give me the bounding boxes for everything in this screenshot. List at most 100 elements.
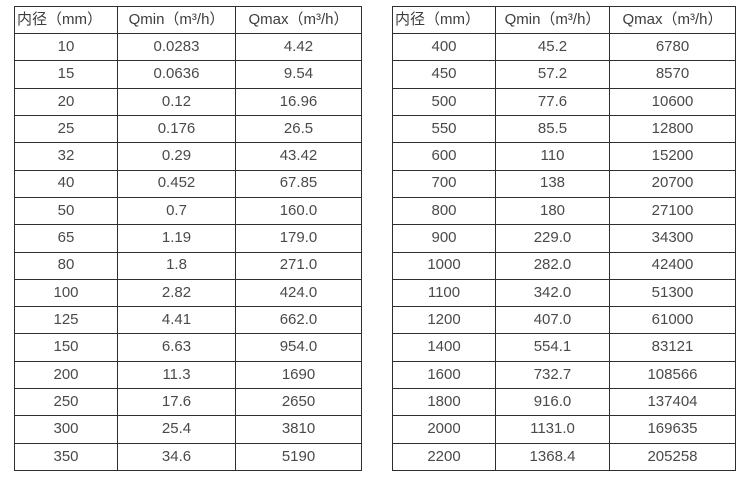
table-cell: 43.42 xyxy=(235,142,362,171)
table-row: 1000 282.0 42400 xyxy=(392,251,736,280)
table-cell: 2650 xyxy=(235,388,362,417)
table-cell: 800 xyxy=(392,196,496,226)
table-row: 600 110 15200 xyxy=(392,142,736,171)
table-cell: 110 xyxy=(495,142,610,171)
table-cell: 4.42 xyxy=(235,32,362,62)
table-cell: 1131.0 xyxy=(495,415,610,444)
column-header: Qmax（m³/h） xyxy=(235,6,362,34)
table-cell: 16.96 xyxy=(235,87,362,116)
table-cell: 12800 xyxy=(609,114,736,144)
table-cell: 200 xyxy=(14,360,118,390)
table-cell: 1368.4 xyxy=(495,442,610,472)
table-cell: 550 xyxy=(392,114,496,144)
table-cell: 0.0283 xyxy=(117,32,236,62)
table-row: 200 11.3 1690 xyxy=(14,360,362,390)
table-row: 2200 1368.4 205258 xyxy=(392,442,736,472)
table-row: 150 6.63 954.0 xyxy=(14,333,362,362)
table-row: 1400 554.1 83121 xyxy=(392,333,736,362)
table-cell: 662.0 xyxy=(235,306,362,335)
table-cell: 407.0 xyxy=(495,306,610,335)
table-cell: 20700 xyxy=(609,169,736,198)
table-cell: 300 xyxy=(14,415,118,444)
table-cell: 0.29 xyxy=(117,142,236,171)
table-cell: 0.0636 xyxy=(117,60,236,89)
table-cell: 424.0 xyxy=(235,278,362,308)
table-header-row: 内径（mm） Qmin（m³/h） Qmax（m³/h） xyxy=(392,6,736,34)
table-cell: 3810 xyxy=(235,415,362,444)
table-cell: 732.7 xyxy=(495,360,610,390)
table-row: 800 180 27100 xyxy=(392,196,736,226)
table-row: 2000 1131.0 169635 xyxy=(392,415,736,444)
table-cell: 916.0 xyxy=(495,388,610,417)
table-cell: 282.0 xyxy=(495,251,610,280)
table-cell: 2.82 xyxy=(117,278,236,308)
table-cell: 15200 xyxy=(609,142,736,171)
table-row: 20 0.12 16.96 xyxy=(14,87,362,116)
table-cell: 250 xyxy=(14,388,118,417)
table-cell: 1200 xyxy=(392,306,496,335)
table-row: 1800 916.0 137404 xyxy=(392,388,736,417)
table-cell: 350 xyxy=(14,442,118,472)
table-cell: 1100 xyxy=(392,278,496,308)
table-cell: 1400 xyxy=(392,333,496,362)
table-cell: 229.0 xyxy=(495,224,610,253)
table-cell: 2000 xyxy=(392,415,496,444)
table-cell: 25 xyxy=(14,114,118,144)
table-header: 内径（mm） Qmin（m³/h） Qmax（m³/h） xyxy=(392,6,736,34)
column-header: Qmin（m³/h） xyxy=(495,6,610,34)
table-row: 500 77.6 10600 xyxy=(392,87,736,116)
table-row: 700 138 20700 xyxy=(392,169,736,198)
table-cell: 0.452 xyxy=(117,169,236,198)
table-body: 10 0.0283 4.42 15 0.0636 9.54 20 0.12 16.96 25 0.1… xyxy=(14,32,362,472)
table-cell: 108566 xyxy=(609,360,736,390)
table-cell: 400 xyxy=(392,32,496,62)
table-cell: 342.0 xyxy=(495,278,610,308)
table-cell: 9.54 xyxy=(235,60,362,89)
table-cell: 10600 xyxy=(609,87,736,116)
table-cell: 0.176 xyxy=(117,114,236,144)
column-header: Qmax（m³/h） xyxy=(609,6,736,34)
table-cell: 45.2 xyxy=(495,32,610,62)
table-cell: 160.0 xyxy=(235,196,362,226)
table-row: 900 229.0 34300 xyxy=(392,224,736,253)
table-cell: 1.8 xyxy=(117,251,236,280)
table-cell: 61000 xyxy=(609,306,736,335)
table-body: 400 45.2 6780 450 57.2 8570 500 77.6 10600 550 85.… xyxy=(392,32,736,472)
table-row: 450 57.2 8570 xyxy=(392,60,736,89)
table-cell: 11.3 xyxy=(117,360,236,390)
table-cell: 180 xyxy=(495,196,610,226)
table-cell: 32 xyxy=(14,142,118,171)
table-cell: 85.5 xyxy=(495,114,610,144)
table-cell: 77.6 xyxy=(495,87,610,116)
table-cell: 179.0 xyxy=(235,224,362,253)
table-row: 10 0.0283 4.42 xyxy=(14,32,362,62)
table-cell: 34300 xyxy=(609,224,736,253)
table-cell: 10 xyxy=(14,32,118,62)
table-cell: 5190 xyxy=(235,442,362,472)
table-cell: 51300 xyxy=(609,278,736,308)
flow-table-large-diameters: 内径（mm） Qmin（m³/h） Qmax（m³/h） 400 45.2 6780 45… xyxy=(392,6,736,472)
table-cell: 450 xyxy=(392,60,496,89)
table-cell: 50 xyxy=(14,196,118,226)
table-row: 100 2.82 424.0 xyxy=(14,278,362,308)
table-row: 125 4.41 662.0 xyxy=(14,306,362,335)
table-cell: 6780 xyxy=(609,32,736,62)
table-row: 50 0.7 160.0 xyxy=(14,196,362,226)
table-row: 1100 342.0 51300 xyxy=(392,278,736,308)
table-cell: 100 xyxy=(14,278,118,308)
table-cell: 150 xyxy=(14,333,118,362)
table-cell: 700 xyxy=(392,169,496,198)
table-cell: 80 xyxy=(14,251,118,280)
table-cell: 65 xyxy=(14,224,118,253)
table-row: 32 0.29 43.42 xyxy=(14,142,362,171)
table-cell: 27100 xyxy=(609,196,736,226)
table-row: 80 1.8 271.0 xyxy=(14,251,362,280)
table-cell: 1800 xyxy=(392,388,496,417)
table-cell: 4.41 xyxy=(117,306,236,335)
table-cell: 137404 xyxy=(609,388,736,417)
table-cell: 1690 xyxy=(235,360,362,390)
table-row: 15 0.0636 9.54 xyxy=(14,60,362,89)
table-cell: 67.85 xyxy=(235,169,362,198)
table-cell: 1000 xyxy=(392,251,496,280)
table-cell: 83121 xyxy=(609,333,736,362)
